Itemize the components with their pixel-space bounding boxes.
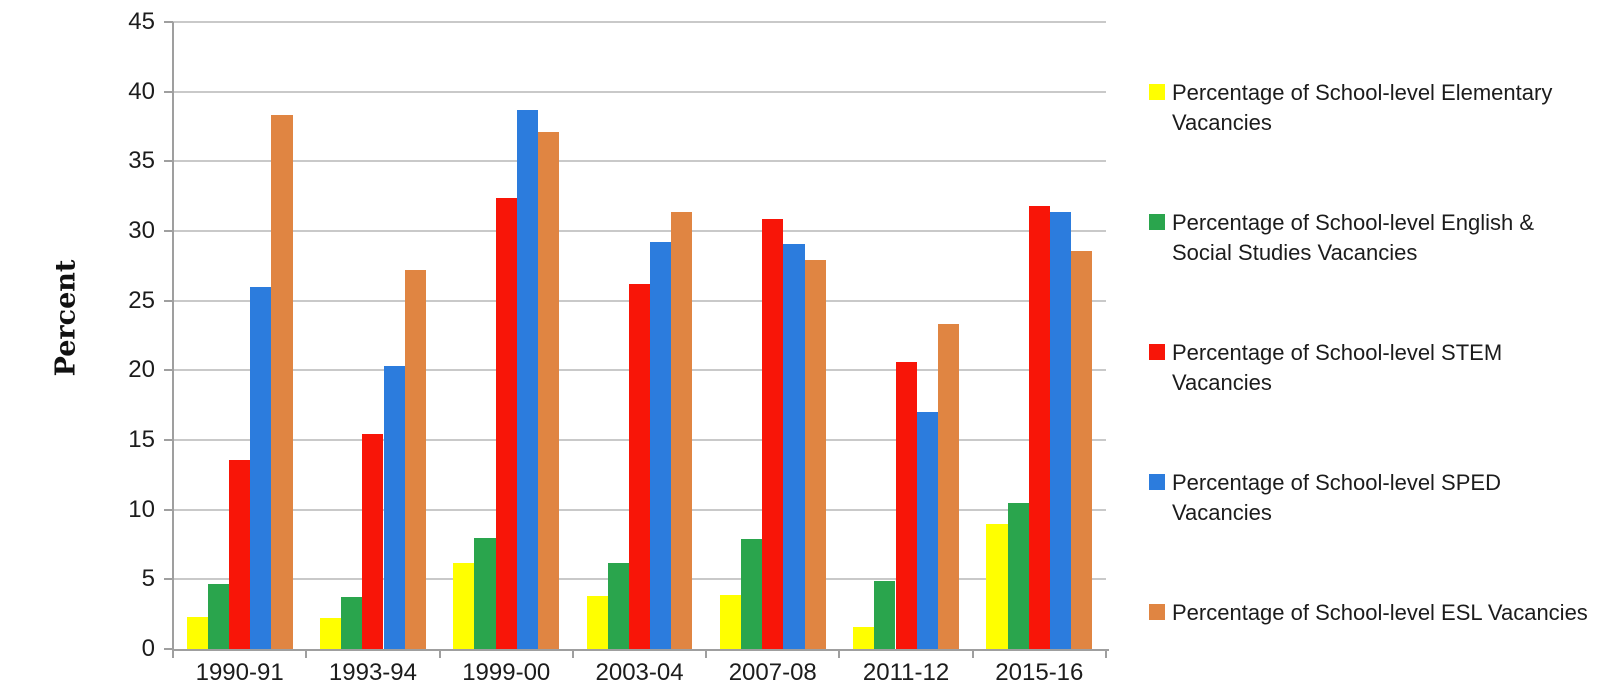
legend-swatch xyxy=(1149,344,1165,360)
y-tick-label: 45 xyxy=(128,8,155,35)
x-tick-label: 1999-00 xyxy=(462,659,551,686)
bar xyxy=(916,412,938,649)
bar xyxy=(271,115,293,649)
y-axis-tick xyxy=(164,369,173,372)
legend-label: Percentage of School-level STEM Vacancie… xyxy=(1172,340,1503,395)
bar xyxy=(628,283,651,649)
y-tick-label: 25 xyxy=(128,286,155,314)
y-axis-tick xyxy=(164,90,173,93)
legend-swatch xyxy=(1149,84,1165,100)
x-axis-tick xyxy=(705,649,708,658)
legend-label: Percentage of School-level SPED Vacancie… xyxy=(1172,470,1501,525)
bar xyxy=(516,109,538,649)
y-axis-tick xyxy=(164,299,173,302)
legend-item: Percentage of School-level SPED Vacancie… xyxy=(1149,468,1600,528)
bar xyxy=(853,626,875,649)
legend-label: Percentage of School-level Elementary Va… xyxy=(1172,80,1553,135)
bar xyxy=(671,211,693,649)
x-axis-line xyxy=(172,649,1109,651)
x-axis-tick xyxy=(971,649,974,658)
bar xyxy=(474,537,496,649)
bar xyxy=(783,243,805,649)
x-axis-tick xyxy=(1105,649,1107,658)
bar xyxy=(1007,502,1029,649)
y-axis-tick xyxy=(164,21,173,23)
bar xyxy=(1028,205,1050,649)
x-tick-label: 2003-04 xyxy=(595,659,684,686)
legend-item: Percentage of School-level ESL Vacancies xyxy=(1149,598,1600,628)
y-axis-tick xyxy=(164,648,173,650)
bar xyxy=(762,218,784,649)
y-axis-tick xyxy=(164,578,173,581)
x-axis-tick xyxy=(172,649,174,658)
x-tick-label: 1990-91 xyxy=(195,659,284,686)
y-axis-tick xyxy=(164,160,173,163)
x-tick-label: 2011-12 xyxy=(862,659,950,686)
x-axis-tick xyxy=(571,649,574,658)
y-axis-tick xyxy=(164,230,173,232)
bar xyxy=(207,583,229,649)
bar xyxy=(607,562,629,649)
bar xyxy=(874,580,896,649)
bar xyxy=(319,618,342,649)
gridline xyxy=(173,90,1106,93)
y-axis-line xyxy=(172,22,174,651)
bar xyxy=(341,597,363,649)
y-tick-label: 35 xyxy=(128,147,155,175)
x-tick-label: 2007-08 xyxy=(728,659,817,686)
bar xyxy=(719,594,741,649)
bar xyxy=(186,617,208,649)
bar xyxy=(986,523,1008,649)
y-axis-tick xyxy=(164,508,173,511)
legend-swatch xyxy=(1149,214,1165,230)
y-tick-label: 15 xyxy=(128,426,155,453)
bar xyxy=(362,434,384,649)
x-tick-label: 2015-16 xyxy=(995,659,1084,686)
bar xyxy=(586,596,608,649)
bar xyxy=(495,197,517,649)
legend-label: Percentage of School-level ESL Vacancies xyxy=(1172,600,1588,625)
gridline xyxy=(173,160,1106,163)
gridline xyxy=(173,230,1106,232)
bar xyxy=(650,242,672,649)
y-tick-label: 10 xyxy=(128,495,155,523)
bar xyxy=(1071,250,1093,649)
y-tick-label: 30 xyxy=(128,217,155,244)
bar xyxy=(453,562,475,649)
legend-label: Percentage of School-level English & Soc… xyxy=(1172,210,1534,265)
legend-item: Percentage of School-level STEM Vacancie… xyxy=(1149,338,1600,398)
bar xyxy=(250,286,272,649)
bar xyxy=(937,324,960,649)
gridline xyxy=(173,21,1106,23)
bar xyxy=(895,362,917,649)
legend-swatch xyxy=(1149,474,1165,490)
bar xyxy=(741,538,763,649)
bar xyxy=(1050,211,1072,649)
legend-swatch xyxy=(1149,604,1165,620)
bar xyxy=(229,459,251,649)
bar xyxy=(404,270,426,649)
bar xyxy=(538,132,560,649)
legend-item: Percentage of School-level English & Soc… xyxy=(1149,208,1600,268)
x-tick-label: 1993-94 xyxy=(328,659,417,686)
y-tick-label: 0 xyxy=(141,635,155,662)
bar xyxy=(383,366,405,649)
y-tick-label: 20 xyxy=(128,356,155,384)
y-tick-label: 5 xyxy=(141,565,155,593)
bar xyxy=(804,260,826,649)
x-axis-tick xyxy=(438,649,441,658)
x-axis-tick xyxy=(838,649,841,658)
x-axis-tick xyxy=(305,649,308,658)
legend-item: Percentage of School-level Elementary Va… xyxy=(1149,78,1600,138)
y-tick-label: 40 xyxy=(128,77,155,105)
y-axis-tick xyxy=(164,439,173,441)
